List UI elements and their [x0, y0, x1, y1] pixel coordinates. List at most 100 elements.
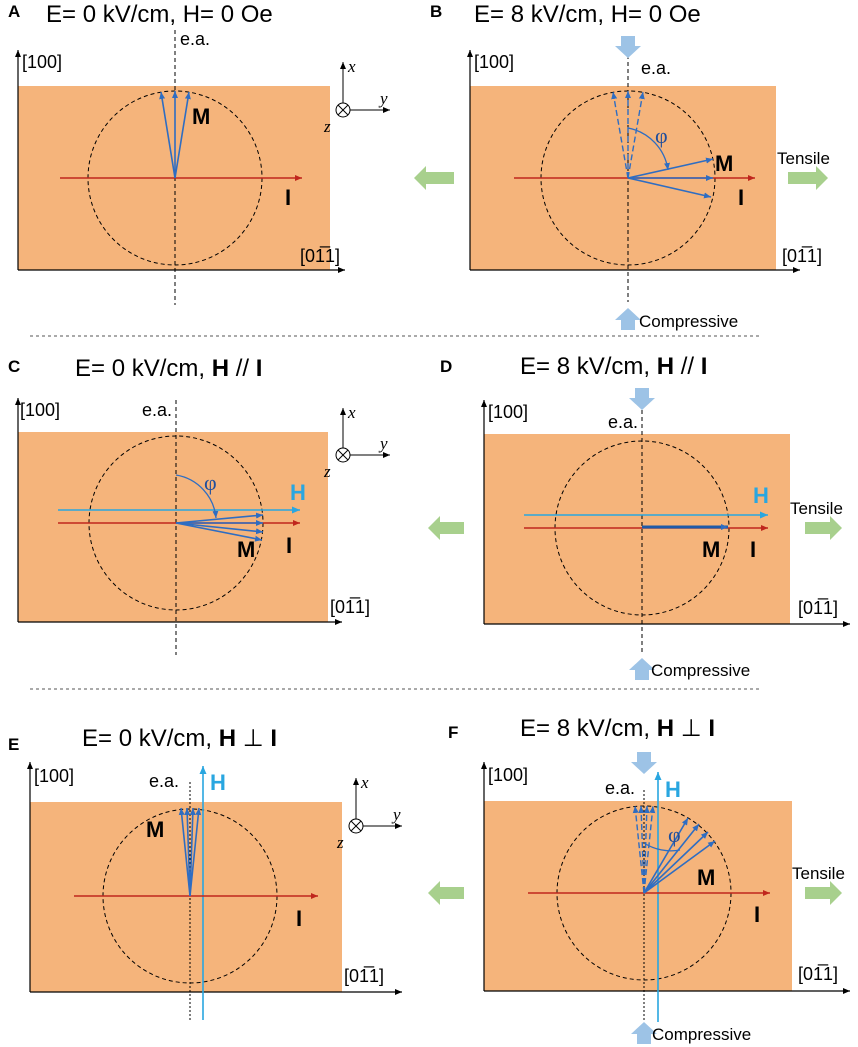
panel-f: F E= 8 kV/cm, H ⊥ I [100] [01̅1] e.a. H …: [428, 715, 850, 1044]
panel-a-title: E= 0 kV/cm, H= 0 Oe: [46, 1, 273, 28]
panel-f-label-011: [01̅1]: [798, 964, 838, 984]
panel-e-label-100: [100]: [34, 766, 74, 786]
panel-c-phi-arc: [175, 474, 219, 519]
panel-d-tensile-label: Tensile: [790, 499, 843, 518]
panel-f-initial-m-arrow: [632, 805, 645, 894]
panel-f-substrate: [484, 801, 792, 991]
panel-a-label-011: [01̅1]: [300, 246, 340, 266]
panel-b: B E= 8 kV/cm, H= 0 Oe [100] [01̅1] e.a. …: [414, 1, 830, 331]
panel-c-m-arrow: [175, 512, 264, 524]
panel-e-m-arrow: [178, 807, 191, 897]
panel-d-compressive-arrow-bottom: [629, 658, 655, 680]
panel-b-m-arrow: [627, 177, 712, 199]
panel-d-label-011: [01̅1]: [798, 598, 838, 618]
panel-f-compressive-arrow-bottom: [631, 1022, 657, 1044]
panel-f-ea-label: e.a.: [605, 778, 635, 798]
panel-b-phi-label: φ: [655, 123, 668, 148]
panel-e-ea-label: e.a.: [149, 771, 179, 791]
panel-f-label-100: [100]: [488, 765, 528, 785]
panel-b-initial-m-arrow: [627, 91, 645, 179]
panel-b-phi-arc: [627, 127, 670, 171]
coord-y-label: y: [391, 805, 401, 824]
panel-b-tensile-label: Tensile: [777, 149, 830, 168]
panel-e-m-label: M: [146, 817, 164, 842]
coord-y-label: y: [378, 434, 388, 453]
panel-c-i-label: I: [286, 533, 292, 558]
coord-x-label: x: [347, 57, 356, 76]
panel-c-letter: C: [8, 357, 20, 376]
panel-f-tensile-arrow-left: [428, 881, 464, 905]
panel-e-title: E= 0 kV/cm, H ⊥ I: [82, 725, 277, 752]
panel-c-ea-label: e.a.: [142, 400, 172, 420]
panel-d-compressive-arrow-top: [629, 388, 655, 410]
panel-e-h-label: H: [210, 770, 226, 795]
panel-e-label-011: [01̅1]: [344, 966, 384, 986]
panel-a-m-label: M: [192, 104, 210, 129]
panel-b-ea-label: e.a.: [641, 58, 671, 78]
panel-e-letter: E: [8, 735, 19, 754]
panel-c-m-arrow: [175, 522, 263, 542]
panel-f-tensile-arrow-right: [805, 881, 842, 905]
panel-f-m-arrow: [643, 831, 709, 894]
panel-a-i-label: I: [285, 185, 291, 210]
panel-b-m-label: M: [715, 151, 733, 176]
panel-f-letter: F: [448, 723, 458, 742]
panel-c-phi-label: φ: [204, 470, 217, 495]
panel-f-title: E= 8 kV/cm, H ⊥ I: [520, 715, 715, 742]
panel-f-m-arrow: [643, 817, 689, 894]
panel-f-m-arrow: [643, 840, 716, 894]
panel-e-m-arrow: [189, 807, 196, 897]
panel-f-initial-m-arrow: [638, 805, 645, 894]
panel-d-tensile-arrow-right: [805, 516, 842, 540]
panel-e-coordinate-system: x y z: [336, 773, 402, 852]
coord-z-label: z: [323, 462, 331, 481]
panel-c-substrate: [18, 432, 328, 622]
panel-f-m-label: M: [697, 865, 715, 890]
panel-f-tensile-label: Tensile: [792, 864, 845, 883]
panel-b-label-011: [01̅1]: [782, 246, 822, 266]
panel-f-phi-label: φ: [668, 822, 681, 847]
panel-c-m-arrow: [175, 522, 264, 535]
coord-x-label: x: [360, 773, 369, 792]
panel-d-m-label: M: [702, 537, 720, 562]
panel-b-initial-m-arrow: [611, 91, 629, 179]
panel-c-label-011: [01̅1]: [330, 597, 370, 617]
panel-d-ea-label: e.a.: [608, 412, 638, 432]
panel-f-initial-m-arrow: [643, 805, 656, 894]
panel-c: C E= 0 kV/cm, H // I [100] [01̅1] e.a. H…: [8, 355, 390, 655]
panel-b-compressive-label: Compressive: [639, 312, 738, 331]
panel-c-h-label: H: [290, 480, 306, 505]
panel-b-tensile-arrow-right: [788, 166, 828, 190]
panel-f-compressive-label: Compressive: [652, 1025, 751, 1044]
panel-e-i-label: I: [296, 906, 302, 931]
panel-e: E E= 0 kV/cm, H ⊥ I [100] [01̅1] e.a. H …: [8, 725, 402, 1020]
panel-f-phi-arc: [643, 842, 681, 852]
panel-b-tensile-arrow-left: [414, 166, 454, 190]
coord-z-label: z: [336, 833, 344, 852]
panel-d-compressive-label: Compressive: [651, 661, 750, 680]
panel-a-ea-label: e.a.: [180, 29, 210, 49]
panel-d-letter: D: [440, 357, 452, 376]
panel-d-substrate: [484, 434, 790, 624]
panel-a-m-arrow: [174, 91, 191, 179]
coord-y-label: y: [378, 89, 388, 108]
panel-d: D E= 8 kV/cm, H // I [100] [01̅1] e.a. H…: [428, 353, 850, 680]
panel-e-substrate: [30, 802, 342, 992]
panel-d-h-label: H: [753, 483, 769, 508]
panel-a-letter: A: [8, 2, 20, 21]
panel-f-i-label: I: [754, 902, 760, 927]
panel-f-m-arrow: [643, 823, 700, 894]
panel-f-initial-m-arrow: [643, 805, 650, 894]
panel-b-compressive-arrow-bottom: [615, 308, 641, 330]
panel-b-compressive-arrow-top: [615, 36, 641, 58]
panel-f-h-label: H: [665, 777, 681, 802]
panel-b-label-100: [100]: [474, 52, 514, 72]
panel-b-m-arrow: [627, 157, 714, 179]
panel-d-label-100: [100]: [488, 402, 528, 422]
panel-d-i-label: I: [750, 537, 756, 562]
panel-d-tensile-arrow-left: [428, 516, 464, 540]
panel-a: A E= 0 kV/cm, H= 0 Oe [100] [01̅1] e.a. …: [8, 1, 390, 305]
panel-e-m-arrow: [189, 807, 202, 897]
panel-a-coordinate-system: x y z: [323, 57, 390, 136]
